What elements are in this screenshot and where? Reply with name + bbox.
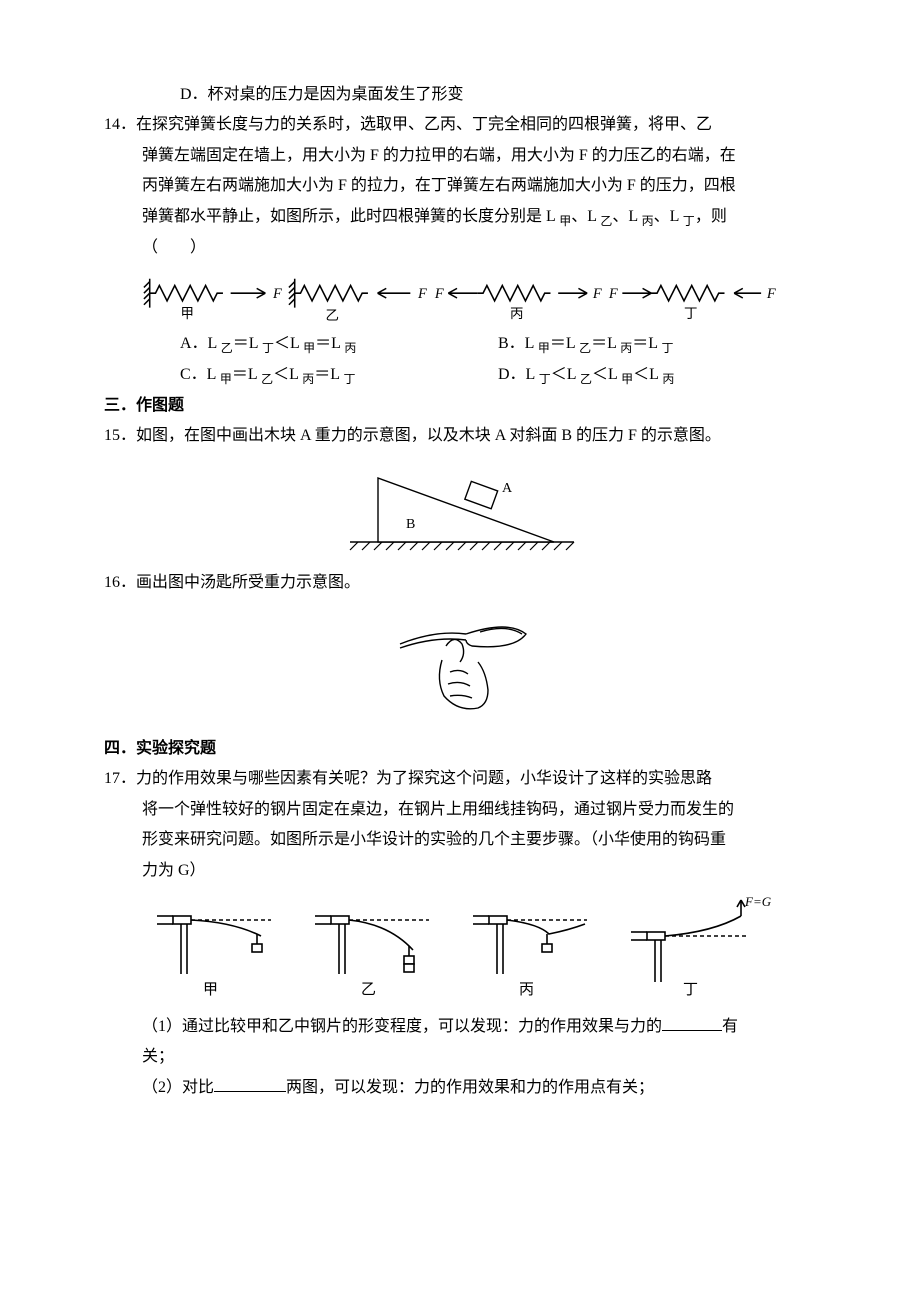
q14-figure: F 甲 F 乙 — [104, 263, 816, 329]
q14: 14．在探究弹簧长度与力的关系时，选取甲、乙丙、丁完全相同的四根弹簧，将甲、乙 … — [104, 110, 816, 391]
svg-text:乙: 乙 — [325, 308, 339, 323]
blank-2[interactable] — [214, 1075, 286, 1092]
q14-stem-line4: 弹簧都水平静止，如图所示，此时四根弹簧的长度分别是 L 甲、L 乙、L 丙、L … — [104, 202, 816, 233]
q14-stem-line5: （ ） — [104, 233, 816, 263]
q15-number: 15． — [104, 427, 136, 444]
svg-text:F: F — [417, 286, 427, 302]
svg-text:F: F — [592, 286, 602, 302]
q14-options-row2: C．L 甲＝L 乙＜L 丙＝L 丁 D．L 丁＜L 乙＜L 甲＜L 丙 — [104, 360, 816, 391]
svg-text:甲: 甲 — [181, 306, 195, 321]
spring-jia: F 甲 — [142, 273, 287, 323]
q14-stem-line1: 14．在探究弹簧长度与力的关系时，选取甲、乙丙、丁完全相同的四根弹簧，将甲、乙 — [104, 110, 816, 140]
q14-stem-line2: 弹簧左端固定在墙上，用大小为 F 的力拉甲的右端，用大小为 F 的力压乙的右端，… — [104, 141, 816, 171]
svg-text:丙: 丙 — [519, 982, 534, 998]
q17-figure: 甲 乙 — [104, 886, 816, 1012]
steel-yi: 乙 — [301, 894, 441, 1004]
q17-stem-line3: 形变来研究问题。如图所示是小华设计的实验的几个主要步骤。（小华使用的钩码重 — [104, 825, 816, 855]
svg-text:F: F — [272, 286, 282, 302]
page: D．杯对桌的压力是因为桌面发生了形变 14．在探究弹簧长度与力的关系时，选取甲、… — [0, 0, 920, 1183]
svg-text:A: A — [502, 481, 513, 496]
blank-1[interactable] — [662, 1014, 722, 1031]
svg-text:丙: 丙 — [510, 306, 524, 321]
spring-ding: F F 丁 — [605, 273, 778, 323]
section-4-title: 四．实验探究题 — [104, 734, 816, 764]
section-3-title: 三．作图题 — [104, 391, 816, 421]
steel-ding: F=G 丁 — [617, 894, 777, 1004]
q15-figure: A B — [104, 452, 816, 568]
svg-text:乙: 乙 — [361, 982, 376, 998]
spring-yi: F 乙 — [287, 273, 432, 323]
spoon-on-finger — [380, 606, 540, 726]
q14-option-b: B．L 甲＝L 乙＝L 丙＝L 丁 — [498, 329, 816, 360]
steel-bing: 丙 — [459, 894, 599, 1004]
q14-stem-line3: 丙弹簧左右两端施加大小为 F 的拉力，在丁弹簧左右两端施加大小为 F 的压力，四… — [104, 171, 816, 201]
spring-bing: F F 丙 — [431, 273, 604, 323]
svg-text:F: F — [765, 286, 775, 302]
q17-stem-line4: 力为 G） — [104, 856, 816, 886]
q15-stem: 15．如图，在图中画出木块 A 重力的示意图，以及木块 A 对斜面 B 的压力 … — [104, 421, 816, 451]
svg-text:丁: 丁 — [683, 982, 698, 998]
q14-option-d: D．L 丁＜L 乙＜L 甲＜L 丙 — [498, 360, 816, 391]
svg-text:丁: 丁 — [684, 306, 698, 321]
q16-number: 16． — [104, 574, 136, 591]
q14-option-a: A．L 乙＝L 丁＜L 甲＝L 丙 — [180, 329, 498, 360]
q16-figure — [104, 598, 816, 734]
q17-sub2: （2）对比两图，可以发现：力的作用效果和力的作用点有关； — [104, 1073, 816, 1103]
q13-option-d: D．杯对桌的压力是因为桌面发生了形变 — [104, 80, 816, 110]
q17-sub1: （1）通过比较甲和乙中钢片的形变程度，可以发现：力的作用效果与力的有 — [104, 1012, 816, 1042]
q17-stem-line2: 将一个弹性较好的钢片固定在桌边，在钢片上用细线挂钩码，通过钢片受力而发生的 — [104, 795, 816, 825]
q14-option-c: C．L 甲＝L 乙＜L 丙＝L 丁 — [180, 360, 498, 391]
svg-text:B: B — [406, 517, 415, 532]
incline-diagram: A B — [330, 460, 590, 560]
q17-stem-line1: 17．力的作用效果与哪些因素有关呢？为了探究这个问题，小华设计了这样的实验思路 — [104, 764, 816, 794]
q17-sub1b: 关； — [104, 1042, 816, 1072]
steel-jia: 甲 — [143, 894, 283, 1004]
q14-options-row1: A．L 乙＝L 丁＜L 甲＝L 丙 B．L 甲＝L 乙＝L 丙＝L 丁 — [104, 329, 816, 360]
q16-stem: 16．画出图中汤匙所受重力示意图。 — [104, 568, 816, 598]
svg-text:F=G: F=G — [744, 894, 772, 909]
q17-number: 17． — [104, 770, 136, 787]
svg-text:F: F — [434, 286, 444, 302]
q14-number: 14． — [104, 116, 136, 133]
svg-text:F: F — [607, 286, 617, 302]
svg-text:甲: 甲 — [203, 982, 218, 998]
